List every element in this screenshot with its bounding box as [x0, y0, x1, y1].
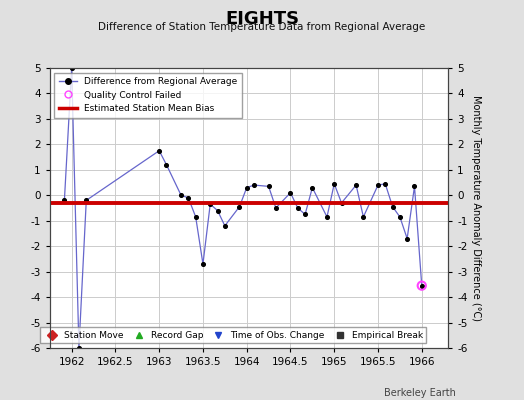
Point	[286, 190, 294, 196]
Point	[155, 148, 163, 154]
Point	[213, 207, 222, 214]
Point	[82, 197, 91, 204]
Point	[265, 183, 273, 190]
Point	[418, 282, 426, 289]
Point	[271, 205, 280, 211]
Legend: Station Move, Record Gap, Time of Obs. Change, Empirical Break: Station Move, Record Gap, Time of Obs. C…	[40, 327, 427, 344]
Point	[308, 184, 316, 191]
Point	[221, 223, 229, 229]
Point	[206, 201, 214, 207]
Point	[388, 204, 397, 210]
Point	[162, 162, 171, 168]
Point	[243, 184, 251, 191]
Point	[352, 182, 361, 188]
Point	[374, 182, 382, 188]
Point	[199, 261, 207, 267]
Point	[235, 204, 244, 210]
Point	[330, 181, 339, 187]
Point	[301, 211, 309, 218]
Point	[337, 200, 346, 206]
Point	[403, 235, 411, 242]
Point	[381, 181, 389, 187]
Point	[68, 65, 76, 71]
Point	[418, 282, 426, 289]
Point	[184, 195, 192, 201]
Point	[323, 214, 331, 220]
Point	[410, 183, 419, 190]
Point	[250, 182, 258, 188]
Point	[396, 214, 404, 220]
Text: Difference of Station Temperature Data from Regional Average: Difference of Station Temperature Data f…	[99, 22, 425, 32]
Point	[293, 205, 302, 211]
Point	[191, 214, 200, 220]
Text: EIGHTS: EIGHTS	[225, 10, 299, 28]
Y-axis label: Monthly Temperature Anomaly Difference (°C): Monthly Temperature Anomaly Difference (…	[471, 95, 482, 321]
Point	[359, 214, 367, 220]
Point	[177, 192, 185, 198]
Point	[60, 197, 69, 204]
Text: Berkeley Earth: Berkeley Earth	[384, 388, 456, 398]
Point	[75, 345, 83, 351]
